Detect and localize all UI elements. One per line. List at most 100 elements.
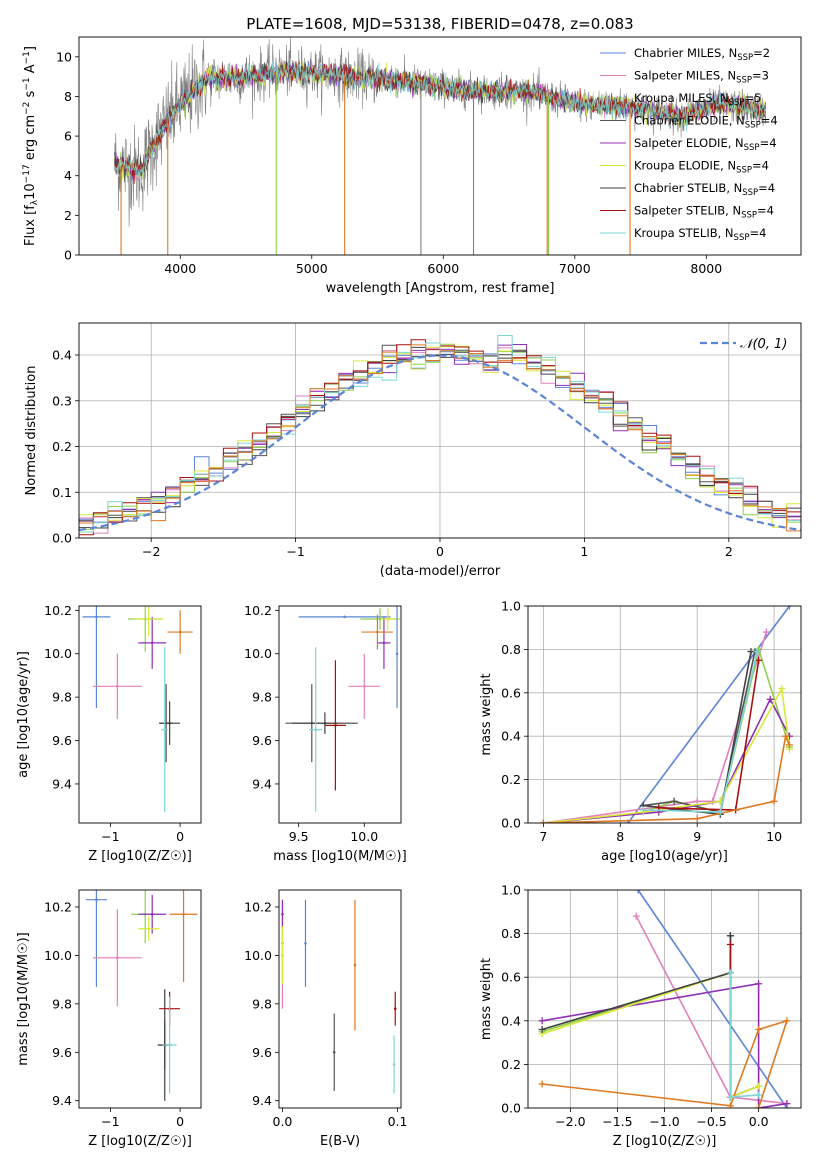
errorbar-point xyxy=(163,728,167,731)
chart-spectrum: 4000 5000 6000 7000 8000 0 2 4 6 8 10 wavelength [A… xyxy=(22,36,802,296)
legend-entry: Chabrier ELODIE, NSSP=4 xyxy=(634,114,778,131)
legend-entry: Salpeter ELODIE, NSSP=4 xyxy=(634,136,777,153)
errorbar-point xyxy=(382,641,386,645)
x-tick-label: 7 xyxy=(539,829,547,844)
residuals-frame xyxy=(78,322,802,539)
errorbar-point xyxy=(353,963,357,967)
series-marker xyxy=(639,806,647,814)
errorbar-point xyxy=(323,721,327,725)
legend-text-part: Chabrier STELIB, N xyxy=(634,181,742,195)
series-marker xyxy=(755,1104,763,1108)
ylabel-part: erg cm xyxy=(23,115,38,164)
legend-text-part: =4 xyxy=(760,136,777,150)
massweight_vs_age-ylabel: mass weight xyxy=(479,673,494,755)
x-tick-label: 0 xyxy=(176,829,184,844)
series-marker xyxy=(755,1082,763,1090)
errorbar-point xyxy=(150,912,154,916)
mass_vs_Z-ticks: −1 0 9.4 9.6 9.8 10.0 10.2 xyxy=(44,899,184,1129)
x-tick-label: −1.5 xyxy=(602,1114,632,1129)
series-marker xyxy=(783,1100,791,1108)
legend-text-part: Chabrier MILES, N xyxy=(634,46,737,60)
y-tick-label: 0.1 xyxy=(52,485,72,500)
spectrum-frame xyxy=(78,36,802,256)
series-marker xyxy=(634,890,642,894)
spectrum-model-line xyxy=(114,61,766,179)
legend-text-part: =4 xyxy=(757,204,774,218)
age_vs_Z-plot-area xyxy=(82,606,193,813)
y-tick-label: 6 xyxy=(64,129,72,144)
mass_vs_Z-plot-area xyxy=(85,890,198,1101)
series-marker xyxy=(726,1093,734,1101)
mass_vs_ebv-ticks: 0.0 0.1 9.4 9.6 9.8 10.0 10.2 xyxy=(244,899,407,1129)
chart-age_vs_Z: −1 0 9.4 9.6 9.8 10.0 10.2 Z [log10(Z/Z☉)] age [… xyxy=(16,603,202,864)
massweight_vs_Z-frame xyxy=(527,889,802,1109)
residuals-plot-area xyxy=(79,323,801,538)
errorbar-point xyxy=(95,615,98,619)
ylabel-part: Flux [f xyxy=(23,205,38,246)
y-tick-label: 0.2 xyxy=(52,439,72,454)
legend-entry: Salpeter MILES, NSSP=3 xyxy=(634,69,769,86)
x-tick-label: 0 xyxy=(176,1114,184,1129)
y-tick-label: 0.8 xyxy=(501,642,521,657)
series-line xyxy=(627,606,791,823)
series-line xyxy=(729,935,759,1099)
massweight_vs_Z-plot-area xyxy=(528,890,801,1108)
ylabel-part: 10 xyxy=(23,183,38,200)
y-tick-label: 10.0 xyxy=(44,646,72,661)
legend-text-part: SSP xyxy=(736,76,752,86)
legend-entry: 𝒩(0, 1) xyxy=(740,337,787,352)
series-marker xyxy=(726,932,734,940)
series-marker xyxy=(755,980,763,988)
errorbar-point xyxy=(362,684,366,688)
legend-text-part: Salpeter MILES, N xyxy=(634,69,736,83)
legend-text-part: =4 xyxy=(761,114,778,128)
errorbar-point xyxy=(150,641,154,645)
y-tick-label: 4 xyxy=(64,168,72,183)
series-marker xyxy=(539,819,547,823)
legend-entry: Chabrier STELIB, NSSP=4 xyxy=(634,181,775,198)
series-marker xyxy=(766,695,774,703)
series-marker xyxy=(785,606,793,610)
y-tick-label: 9.6 xyxy=(252,733,272,748)
x-tick-label: −1.0 xyxy=(649,1114,679,1129)
legend-entry: Kroupa ELODIE, NSSP=4 xyxy=(634,159,769,176)
spectrum-ticks: 4000 5000 6000 7000 8000 0 2 4 6 8 10 xyxy=(56,49,722,276)
y-tick-label: 9.6 xyxy=(52,733,72,748)
y-tick-label: 0.0 xyxy=(501,816,521,831)
y-tick-label: 0.8 xyxy=(501,926,521,941)
chart-mass_vs_ebv: 0.0 0.1 9.4 9.6 9.8 10.0 10.2 E(B-V) xyxy=(244,889,407,1149)
y-tick-label: 9.4 xyxy=(52,776,72,791)
massweight_vs_age-plot-area xyxy=(528,606,801,823)
series-marker xyxy=(726,969,734,977)
x-tick-label: 0 xyxy=(436,544,444,559)
spectrum-ylabel: Flux [fλ10−17 erg cm−2 s−1 A−1] xyxy=(22,46,40,246)
x-tick-label: 0.0 xyxy=(273,1114,293,1129)
legend-text-part: SSP xyxy=(744,143,760,153)
y-tick-label: 9.8 xyxy=(252,690,272,705)
age_vs_mass-plot-area xyxy=(285,606,400,813)
y-tick-label: 0.2 xyxy=(501,772,521,787)
chart-residuals: −2 −1 0 1 2 0.0 0.1 0.2 0.3 0.4 (data-model)/error… xyxy=(24,322,802,579)
legend-text-part: SSP xyxy=(737,53,753,63)
errorbar-point xyxy=(304,941,307,945)
errorbar-point xyxy=(386,617,390,621)
series-line xyxy=(643,651,756,814)
x-tick-label: 0.0 xyxy=(749,1114,769,1129)
y-tick-label: 0.3 xyxy=(52,393,72,408)
y-tick-label: 1.0 xyxy=(501,883,521,898)
series-marker xyxy=(716,808,724,816)
x-tick-label: −1 xyxy=(286,544,304,559)
series-marker xyxy=(693,815,701,823)
errorbar-point xyxy=(334,724,337,727)
legend-text-part: =2 xyxy=(753,46,770,60)
y-tick-label: 8 xyxy=(64,89,72,104)
ylabel-part: −2 xyxy=(22,102,32,115)
chart-mass_vs_Z: −1 0 9.4 9.6 9.8 10.0 10.2 Z [log10(Z/Z☉)] mass … xyxy=(16,889,202,1149)
series-marker xyxy=(726,941,734,948)
legend-text-part: =4 xyxy=(758,181,775,195)
legend-text-part: Salpeter ELODIE, N xyxy=(634,136,744,150)
age_vs_Z-frame xyxy=(78,605,202,824)
ylabel-part: λ xyxy=(30,199,40,205)
mass_vs_Z-ylabel: mass [log10(M/M☉)] xyxy=(16,932,31,1065)
